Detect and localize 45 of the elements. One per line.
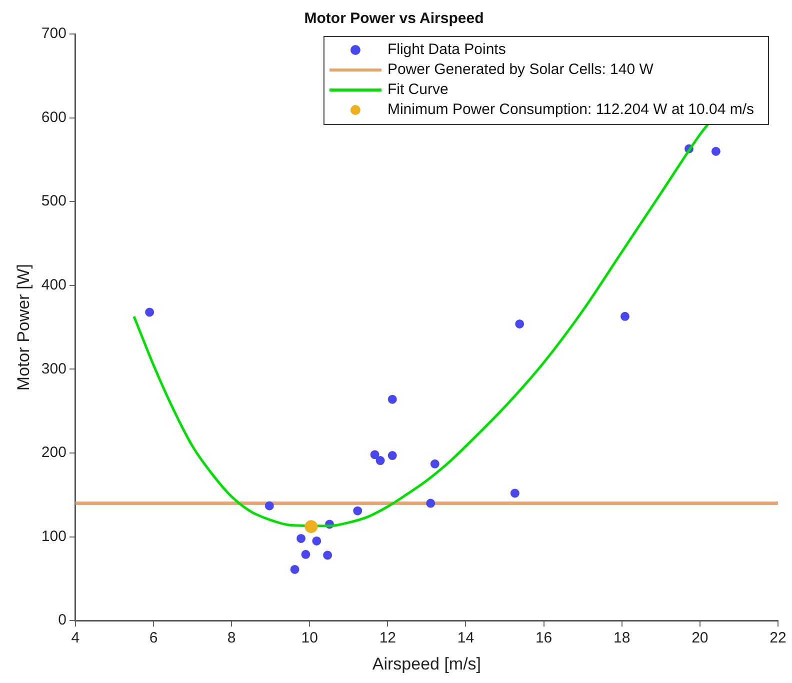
x-tick-label: 20 <box>692 630 708 647</box>
x-tick-label: 22 <box>770 630 786 647</box>
x-tick-label: 16 <box>535 630 552 647</box>
y-tick-label: 200 <box>41 444 66 462</box>
x-tick-label: 18 <box>614 630 630 647</box>
y-tick-label: 300 <box>41 360 66 378</box>
line-series <box>132 123 709 528</box>
legend-label: Flight Data Points <box>387 41 506 58</box>
point <box>711 146 720 156</box>
y-tick-label: 0 <box>58 612 66 629</box>
point <box>388 394 397 404</box>
point <box>304 520 318 534</box>
point <box>145 308 154 317</box>
legend-label: Minimum Power Consumption: 112.204 W at 10.04 m/s <box>387 101 754 118</box>
x-tick-label: 4 <box>71 630 80 647</box>
y-axis-title: Motor Power [W] <box>14 264 33 391</box>
legend-label: Power Generated by Solar Cells: 140 W <box>387 61 654 78</box>
x-tick-label: 8 <box>227 630 236 647</box>
point <box>353 506 362 516</box>
point <box>620 312 630 321</box>
point <box>290 564 300 574</box>
y-tick-label: 400 <box>41 276 66 294</box>
point <box>301 550 310 559</box>
y-tick-label: 600 <box>41 108 66 126</box>
chart-title: Motor Power vs Airspeed <box>304 10 484 28</box>
x-tick-label: 14 <box>457 630 474 647</box>
point <box>515 319 524 328</box>
point <box>510 488 520 498</box>
x-axis-title: Airspeed [m/s] <box>372 654 482 674</box>
point <box>426 498 436 508</box>
point <box>370 450 380 460</box>
x-tick-label: 12 <box>379 630 396 647</box>
point <box>264 501 274 510</box>
point <box>296 534 306 543</box>
y-tick-label: 700 <box>41 25 66 42</box>
point <box>376 456 385 466</box>
x-tick-label: 10 <box>301 630 318 647</box>
point <box>312 536 322 546</box>
y-tick-label: 500 <box>41 192 66 210</box>
point <box>388 451 397 460</box>
x-tick-label: 6 <box>149 630 158 647</box>
legend-label: Fit Curve <box>387 81 448 98</box>
y-tick-label: 100 <box>41 528 66 545</box>
point <box>430 459 440 468</box>
point <box>323 550 332 560</box>
